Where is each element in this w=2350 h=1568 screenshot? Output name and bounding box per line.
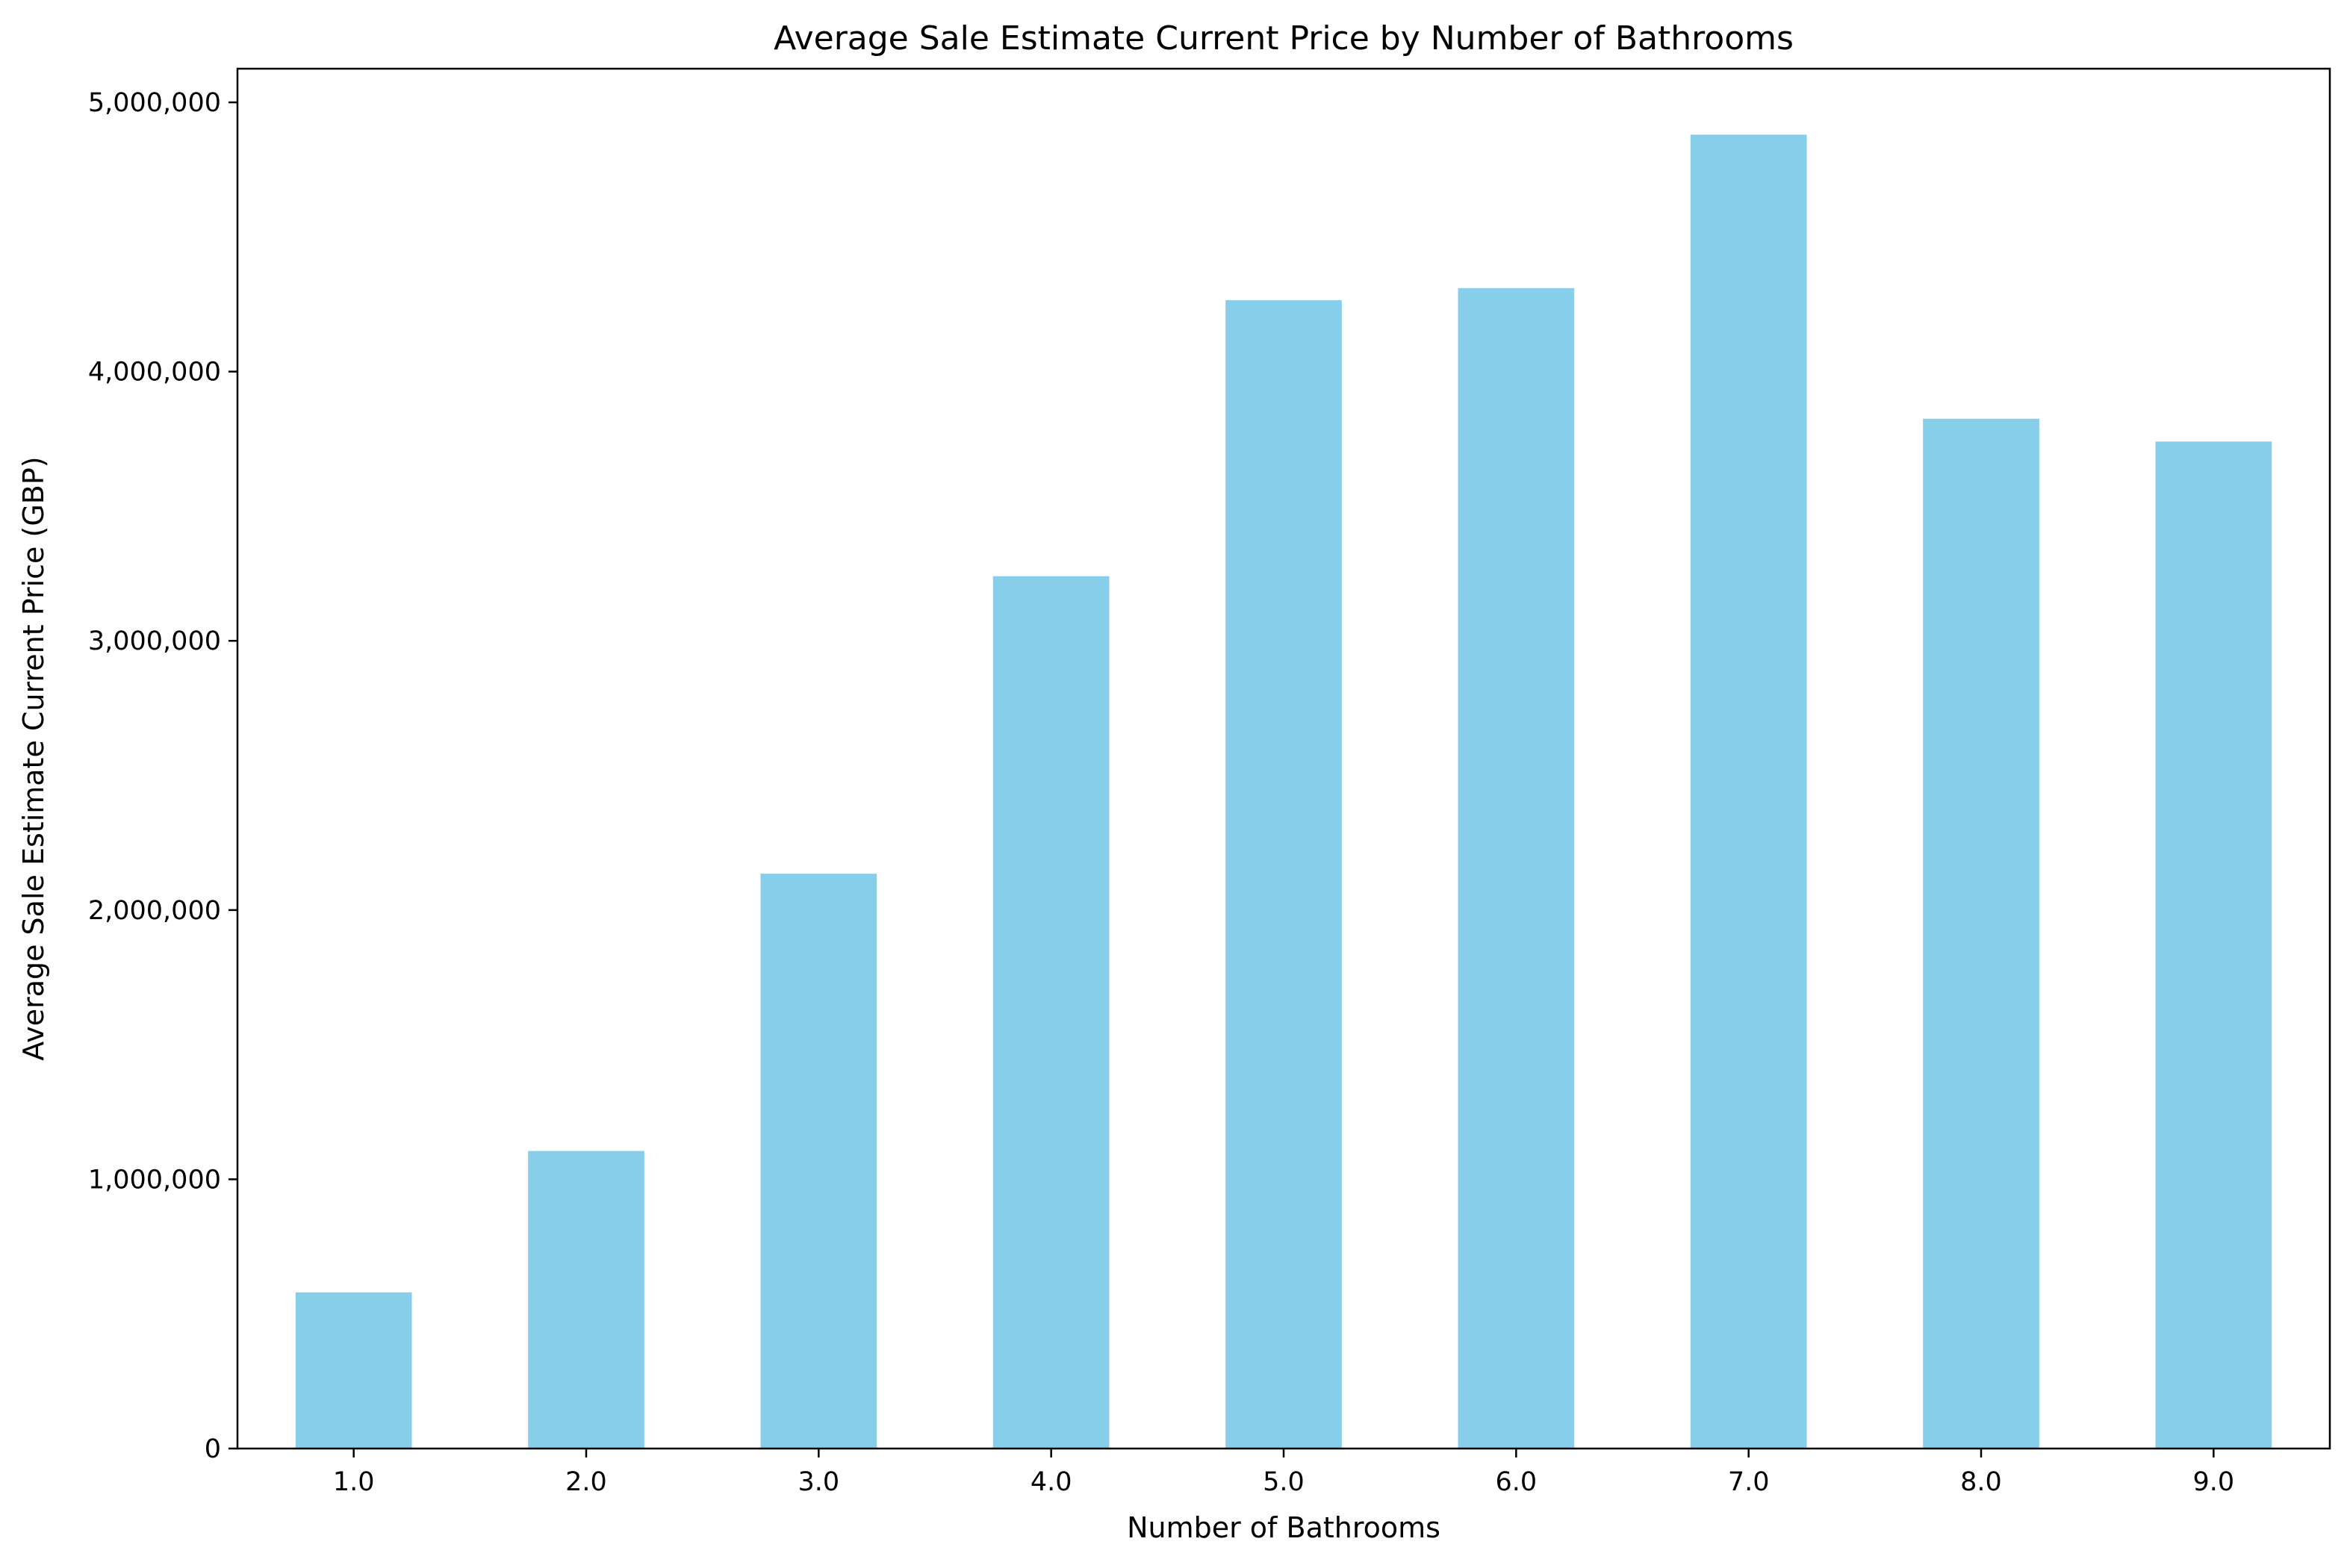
x-tick-label: 6.0 xyxy=(1495,1467,1537,1497)
bar-3.0 xyxy=(760,874,877,1449)
bar-7.0 xyxy=(1690,134,1807,1449)
bar-8.0 xyxy=(1923,418,2039,1449)
plot-frame xyxy=(236,67,2331,1450)
bar-9.0 xyxy=(2155,441,2272,1449)
bar-2.0 xyxy=(528,1151,644,1449)
y-tick-label: 2,000,000 xyxy=(88,896,221,926)
y-tick-label: 4,000,000 xyxy=(88,358,221,388)
y-axis-ticks: 0 1,000,000 2,000,000 3,000,000 4,000,000 5,0… xyxy=(88,88,237,1464)
x-tick-label: 9.0 xyxy=(2192,1467,2234,1497)
x-tick-label: 3.0 xyxy=(798,1467,839,1497)
y-axis-label: Average Sale Estimate Current Price (GBP… xyxy=(17,456,50,1060)
x-tick-label: 4.0 xyxy=(1031,1467,1072,1497)
y-tick-label: 5,000,000 xyxy=(88,88,221,118)
x-tick-label: 7.0 xyxy=(1728,1467,1770,1497)
bar-1.0 xyxy=(295,1292,412,1449)
x-tick-label: 8.0 xyxy=(1960,1467,2002,1497)
bar-4.0 xyxy=(992,576,1110,1449)
bar-6.0 xyxy=(1458,287,1575,1449)
y-tick-label: 0 xyxy=(205,1434,221,1464)
x-tick-label: 1.0 xyxy=(333,1467,375,1497)
y-tick-label: 1,000,000 xyxy=(88,1165,221,1195)
bars-layer xyxy=(295,134,2272,1449)
y-tick-label: 3,000,000 xyxy=(88,626,221,656)
chart-title: Average Sale Estimate Current Price by N… xyxy=(774,19,1794,57)
bar-5.0 xyxy=(1225,300,1342,1449)
x-axis-label: Number of Bathrooms xyxy=(1127,1511,1440,1544)
x-tick-label: 2.0 xyxy=(565,1467,607,1497)
x-tick-label: 5.0 xyxy=(1263,1467,1305,1497)
x-axis-ticks: 1.0 2.0 3.0 4.0 5.0 6.0 7.0 8.0 9.0 xyxy=(333,1449,2234,1497)
